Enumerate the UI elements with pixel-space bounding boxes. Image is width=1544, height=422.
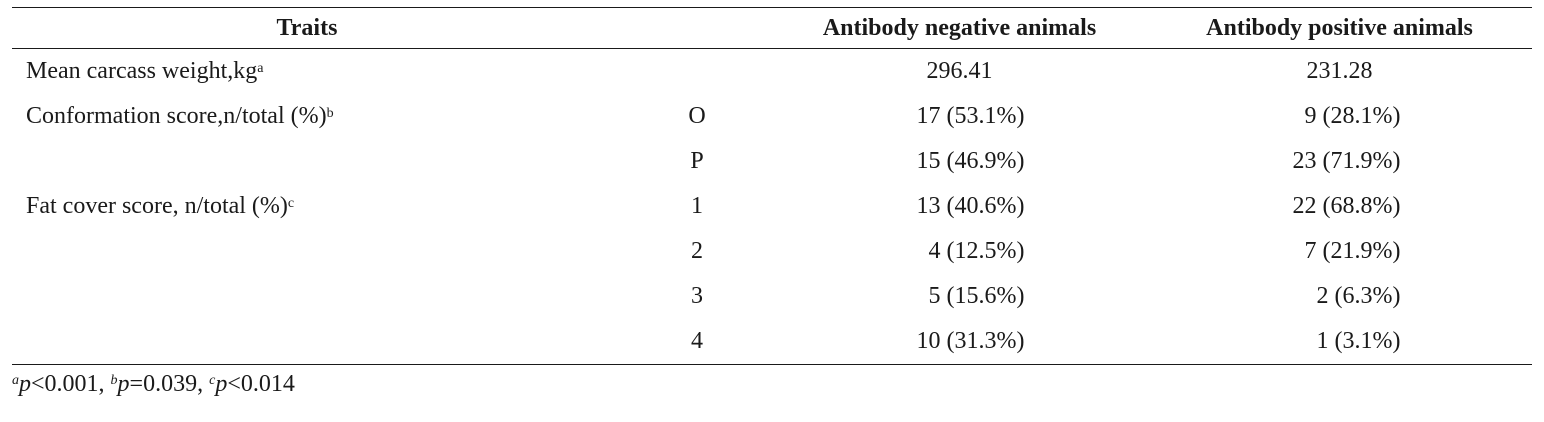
trait-footnote-mark: b [326, 106, 334, 121]
footnote-p-a: p [19, 371, 31, 397]
footnote-text-c: <0.014 [227, 371, 295, 397]
footnote-mark-a: a [12, 373, 19, 388]
negative-value: 5 (15.6%) [928, 283, 1025, 309]
category-cell: P [690, 148, 704, 174]
positive-cell: 2 (6.3%) [1147, 274, 1532, 319]
table-row: 2 4 (12.5%) 7 (21.9%) [12, 229, 1532, 274]
trait-cell [12, 319, 602, 365]
results-table: Traits Antibody negative animals Antibod… [12, 7, 1532, 365]
footnote-text-b: =0.039, [129, 371, 210, 397]
negative-value: 10 (31.3%) [916, 328, 1025, 354]
category-cell: 3 [691, 283, 703, 309]
category-cell: O [688, 103, 706, 129]
negative-cell: 15 (46.9%) [772, 139, 1147, 184]
negative-value: 15 (46.9%) [916, 148, 1025, 174]
trait-cell [12, 274, 602, 319]
negative-value: 296.41 [926, 58, 993, 84]
table-row: Fat cover score, n/total (%)c 1 13 (40.6… [12, 184, 1532, 229]
category-cell: 4 [691, 328, 703, 354]
positive-value: 23 (71.9%) [1292, 148, 1401, 174]
trait-cell [12, 139, 602, 184]
negative-value: 17 (53.1%) [916, 103, 1025, 129]
negative-cell: 4 (12.5%) [772, 229, 1147, 274]
positive-value: 9 (28.1%) [1304, 103, 1401, 129]
positive-cell: 1 (3.1%) [1147, 319, 1532, 365]
trait-label: Fat cover score, n/total (%) [26, 193, 288, 219]
footnote-p-b: p [117, 371, 130, 397]
negative-cell: 10 (31.3%) [772, 319, 1147, 365]
positive-cell: 22 (68.8%) [1147, 184, 1532, 229]
table-row: 4 10 (31.3%) 1 (3.1%) [12, 319, 1532, 365]
positive-cell: 7 (21.9%) [1147, 229, 1532, 274]
header-row: Traits Antibody negative animals Antibod… [12, 7, 1532, 49]
trait-cell [12, 229, 602, 274]
footnote-text-a: <0.001, [31, 371, 111, 397]
header-antibody-negative: Antibody negative animals [822, 14, 1097, 41]
results-table-container: Traits Antibody negative animals Antibod… [12, 7, 1532, 365]
negative-cell: 5 (15.6%) [772, 274, 1147, 319]
positive-value: 231.28 [1306, 58, 1373, 84]
header-traits: Traits [276, 14, 338, 41]
positive-value: 7 (21.9%) [1304, 238, 1401, 264]
trait-cell: Fat cover score, n/total (%)c [12, 184, 602, 229]
table-row: Conformation score,n/total (%)b O 17 (53… [12, 94, 1532, 139]
positive-cell: 9 (28.1%) [1147, 94, 1532, 139]
trait-footnote-mark: a [257, 61, 264, 76]
table-row: Mean carcass weight,kga 296.41 231.28 [12, 49, 1532, 95]
header-antibody-positive: Antibody positive animals [1206, 14, 1473, 41]
table-row: P 15 (46.9%) 23 (71.9%) [12, 139, 1532, 184]
trait-footnote-mark: c [287, 196, 295, 211]
negative-value: 4 (12.5%) [928, 238, 1025, 264]
footnote-p-c: p [215, 371, 228, 397]
category-cell [602, 49, 772, 95]
trait-label: Mean carcass weight,kg [26, 58, 258, 84]
header-category [602, 8, 772, 49]
positive-cell: 231.28 [1147, 49, 1532, 95]
table-row: 3 5 (15.6%) 2 (6.3%) [12, 274, 1532, 319]
negative-value: 13 (40.6%) [916, 193, 1025, 219]
trait-label: Conformation score,n/total (%) [26, 103, 327, 129]
positive-value: 2 (6.3%) [1316, 283, 1401, 309]
positive-value: 1 (3.1%) [1316, 328, 1401, 354]
negative-cell: 17 (53.1%) [772, 94, 1147, 139]
trait-cell: Conformation score,n/total (%)b [12, 94, 602, 139]
table-footnote: ap<0.001, bp=0.039, cp<0.014 [12, 371, 295, 398]
footnote-mark-b: b [110, 373, 118, 388]
table-body: Mean carcass weight,kga 296.41 231.28 Co… [12, 49, 1532, 365]
negative-cell: 296.41 [772, 49, 1147, 95]
table-header: Traits Antibody negative animals Antibod… [12, 7, 1532, 49]
positive-value: 22 (68.8%) [1292, 193, 1401, 219]
trait-cell: Mean carcass weight,kga [12, 49, 602, 95]
footnote-mark-c: c [209, 373, 216, 388]
category-cell: 1 [691, 193, 703, 219]
negative-cell: 13 (40.6%) [772, 184, 1147, 229]
category-cell: 2 [691, 238, 703, 264]
positive-cell: 23 (71.9%) [1147, 139, 1532, 184]
